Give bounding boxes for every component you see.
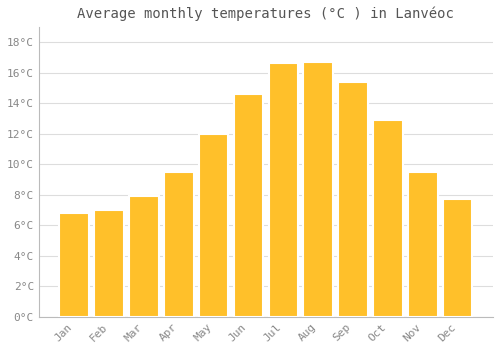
Bar [338,82,368,317]
Bar [199,134,228,317]
Bar [94,210,124,317]
Bar [268,63,298,317]
Bar [443,199,472,317]
Bar [129,196,159,317]
Bar [408,172,438,317]
Bar [164,172,194,317]
Bar [304,62,333,317]
Title: Average monthly temperatures (°C ) in Lanvéoc: Average monthly temperatures (°C ) in La… [78,7,454,21]
Bar [234,94,264,317]
Bar [373,120,402,317]
Bar [60,213,89,317]
